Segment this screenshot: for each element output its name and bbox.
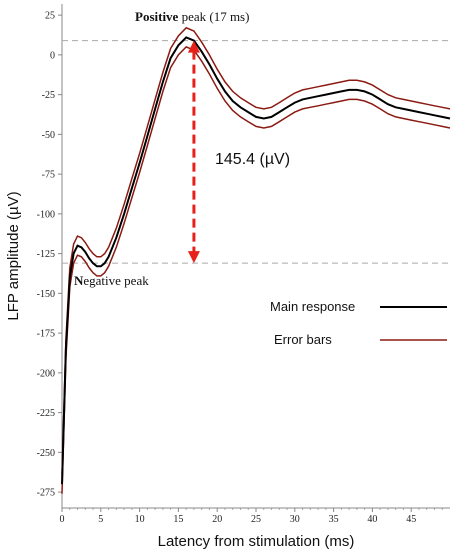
amplitude-difference-label: 145.4 (µV) xyxy=(215,151,290,168)
x-tick-label: 15 xyxy=(173,514,183,525)
x-tick-label: 20 xyxy=(212,514,222,525)
x-grid-ticks: 0 5 10 15 20 25 30 35 40 45 xyxy=(60,508,443,525)
amplitude-arrow-head-up xyxy=(187,40,200,53)
y-tick-label: -225 xyxy=(37,408,55,419)
x-tick-label: 10 xyxy=(135,514,145,525)
y-tick-label: -50 xyxy=(42,130,55,141)
y-grid-ticks: 25 0 -25 -50 -75 -100 -125 -150 -175 -200 -225 -250… xyxy=(37,11,62,499)
negative-peak-label: Negative peak xyxy=(74,273,149,288)
legend-main-label: Main response xyxy=(270,299,355,314)
error-band-upper-line xyxy=(61,26,451,475)
y-tick-label: -75 xyxy=(42,170,55,181)
y-tick-label: -125 xyxy=(37,249,55,260)
y-tick-label: -100 xyxy=(37,209,55,220)
y-tick-label: -175 xyxy=(37,329,55,340)
y-tick-label: -25 xyxy=(42,90,55,101)
positive-peak-label: Positive peak (17 ms) xyxy=(135,9,249,24)
amplitude-arrow-head-down xyxy=(187,251,200,264)
x-tick-label: 25 xyxy=(251,514,261,525)
x-tick-label: 35 xyxy=(329,514,339,525)
x-tick-label: 0 xyxy=(60,514,65,525)
x-tick-label: 30 xyxy=(290,514,300,525)
y-tick-label: -275 xyxy=(37,488,55,499)
y-axis-label: LFP amplitude (µV) xyxy=(5,191,22,320)
positive-peak-label-rest: peak (17 ms) xyxy=(178,9,249,24)
x-tick-label: 40 xyxy=(367,514,377,525)
positive-peak-label-bold: Positive xyxy=(135,9,179,24)
y-tick-label: -150 xyxy=(37,289,55,300)
x-tick-label: 5 xyxy=(98,514,103,525)
y-tick-label: -250 xyxy=(37,448,55,459)
negative-peak-label-rest: egative peak xyxy=(83,273,149,288)
y-tick-label: 0 xyxy=(50,50,55,61)
y-tick-label: -200 xyxy=(37,368,55,379)
x-tick-label: 45 xyxy=(406,514,416,525)
x-axis-label: Latency from stimulation (ms) xyxy=(158,533,355,550)
amplitude-arrow xyxy=(187,40,200,264)
negative-peak-label-bold: N xyxy=(74,273,84,288)
y-tick-label: 25 xyxy=(45,11,55,22)
error-band-lower-line xyxy=(61,46,451,494)
legend-error-label: Error bars xyxy=(274,332,332,347)
main-response-line xyxy=(61,36,451,485)
legend: Main response Error bars xyxy=(270,299,447,347)
